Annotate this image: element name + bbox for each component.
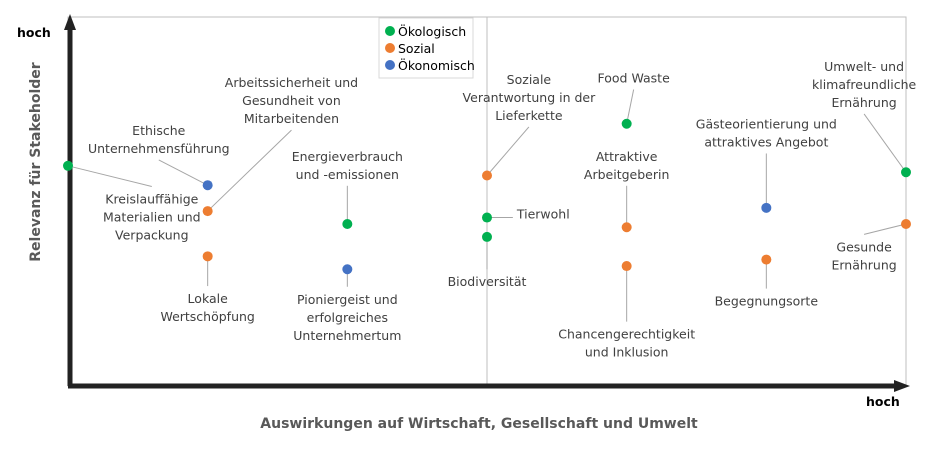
y-axis-title: Relevanz für Stakeholder: [28, 62, 44, 262]
data-point-sozial: [482, 170, 492, 181]
point-label: Tierwohl: [516, 206, 570, 221]
data-point-sozial: [202, 251, 213, 262]
legend-label-oekonomisch: Ökonomisch: [398, 57, 475, 73]
data-point-oekonomisch: [761, 202, 772, 213]
data-point-oekologisch: [482, 212, 492, 223]
point-label: Soziale Verantwortung in der Lieferkette: [463, 72, 597, 123]
point-label: Begegnungsorte: [715, 294, 819, 309]
point-label-line: Pioniergeist und: [297, 292, 398, 307]
legend-marker-sozial: [385, 43, 395, 53]
data-point-sozial: [901, 219, 911, 229]
point-label-line: Kreislauffähige: [105, 192, 198, 207]
point-label-line: Lieferkette: [495, 108, 563, 123]
point-label-line: Wertschöpfung: [160, 309, 254, 324]
point-label-line: Lokale: [188, 291, 229, 306]
point-label-line: Ernährung: [831, 95, 896, 110]
data-point-oekologisch: [342, 219, 353, 229]
point-label-line: Food Waste: [598, 71, 671, 86]
legend-marker-oekologisch: [385, 26, 395, 36]
leader-lines: [67, 89, 907, 322]
x-axis-title: Auswirkungen auf Wirtschaft, Gesellschaf…: [260, 416, 698, 432]
point-label-line: Gesundheit von: [242, 93, 341, 108]
data-point-oekologisch: [482, 231, 492, 242]
point-label: Food Waste: [598, 71, 671, 86]
data-point-oekonomisch: [342, 264, 353, 275]
x-axis-high-label: hoch: [866, 394, 900, 409]
point-label: Ethische Unternehmensführung: [88, 123, 230, 156]
point-label-line: Gästeorientierung und: [696, 116, 837, 131]
point-label-line: Biodiversität: [448, 274, 527, 289]
data-point-sozial: [621, 261, 632, 272]
point-label-line: klimafreundliche: [812, 77, 916, 92]
point-label: Attraktive Arbeitgeberin: [584, 149, 669, 182]
data-point-oekologisch: [63, 160, 73, 171]
leader-line: [626, 89, 635, 124]
point-label-line: Arbeitssicherheit und: [225, 75, 358, 90]
y-axis: [64, 14, 76, 386]
data-point-sozial: [761, 254, 772, 265]
point-label: Gästeorientierung und attraktives Angebot: [696, 116, 837, 149]
point-label: Kreislauffähige Materialien und Verpackung: [103, 192, 201, 243]
legend-item-oekologisch: Ökologisch: [385, 23, 466, 39]
point-label-line: Soziale: [507, 72, 552, 87]
data-points: [63, 118, 911, 275]
point-labels: Kreislauffähige Materialien und Verpackung…: [88, 59, 917, 360]
point-label: Pioniergeist und erfolgreiches Unternehmer…: [293, 292, 401, 343]
y-axis-high-label: hoch: [17, 25, 51, 40]
legend-item-sozial: Sozial: [385, 41, 435, 56]
point-label-line: Gesunde: [836, 239, 892, 254]
data-point-oekonomisch: [202, 180, 213, 191]
legend-label-sozial: Sozial: [398, 41, 435, 56]
point-label-line: Attraktive: [596, 149, 658, 164]
point-label: Energieverbrauch und -emissionen: [292, 149, 403, 182]
data-point-oekologisch: [901, 167, 911, 178]
point-label-line: Ernährung: [831, 257, 896, 272]
point-label: Chancengerechtigkeit und Inklusion: [558, 327, 695, 360]
legend: Ökologisch Sozial Ökonomisch: [378, 17, 475, 79]
data-point-oekologisch: [621, 118, 632, 129]
point-label-line: Energieverbrauch: [292, 149, 403, 164]
point-label-line: Mitarbeitenden: [244, 111, 339, 126]
point-label-line: Tierwohl: [516, 206, 570, 221]
point-label-line: Verantwortung in der: [463, 90, 597, 105]
point-label-line: Begegnungsorte: [715, 294, 819, 309]
legend-item-oekonomisch: Ökonomisch: [385, 57, 475, 73]
point-label-line: Ethische: [132, 123, 186, 138]
point-label-line: erfolgreiches: [307, 310, 388, 325]
leader-line: [207, 129, 292, 212]
legend-marker-oekonomisch: [385, 60, 395, 70]
data-point-sozial: [202, 206, 213, 217]
point-label: Umwelt- und klimafreundliche Ernährung: [812, 59, 916, 110]
point-label-line: attraktives Angebot: [704, 134, 828, 149]
legend-label-oekologisch: Ökologisch: [398, 23, 466, 39]
data-point-sozial: [621, 222, 632, 233]
point-label: Lokale Wertschöpfung: [160, 291, 254, 324]
point-label-line: Unternehmertum: [293, 328, 401, 343]
point-label-line: Chancengerechtigkeit: [558, 327, 695, 342]
x-axis: [68, 380, 910, 392]
leader-line: [67, 165, 152, 188]
point-label-line: Materialien und: [103, 210, 201, 225]
x-axis-arrowhead: [894, 380, 910, 392]
point-label-line: Unternehmensführung: [88, 141, 230, 156]
leader-line: [158, 159, 208, 186]
point-label-line: Arbeitgeberin: [584, 167, 669, 182]
point-label-line: und Inklusion: [585, 345, 669, 360]
leader-line: [863, 113, 907, 173]
point-label: Arbeitssicherheit und Gesundheit von Mitar…: [225, 75, 358, 126]
point-label-line: Umwelt- und: [824, 59, 904, 74]
point-label: Gesunde Ernährung: [831, 239, 896, 272]
point-label-line: und -emissionen: [296, 167, 399, 182]
point-label: Biodiversität: [448, 274, 527, 289]
y-axis-arrowhead: [64, 14, 76, 30]
point-label-line: Verpackung: [115, 228, 189, 243]
leader-line: [486, 126, 530, 176]
leader-line: [863, 223, 907, 235]
